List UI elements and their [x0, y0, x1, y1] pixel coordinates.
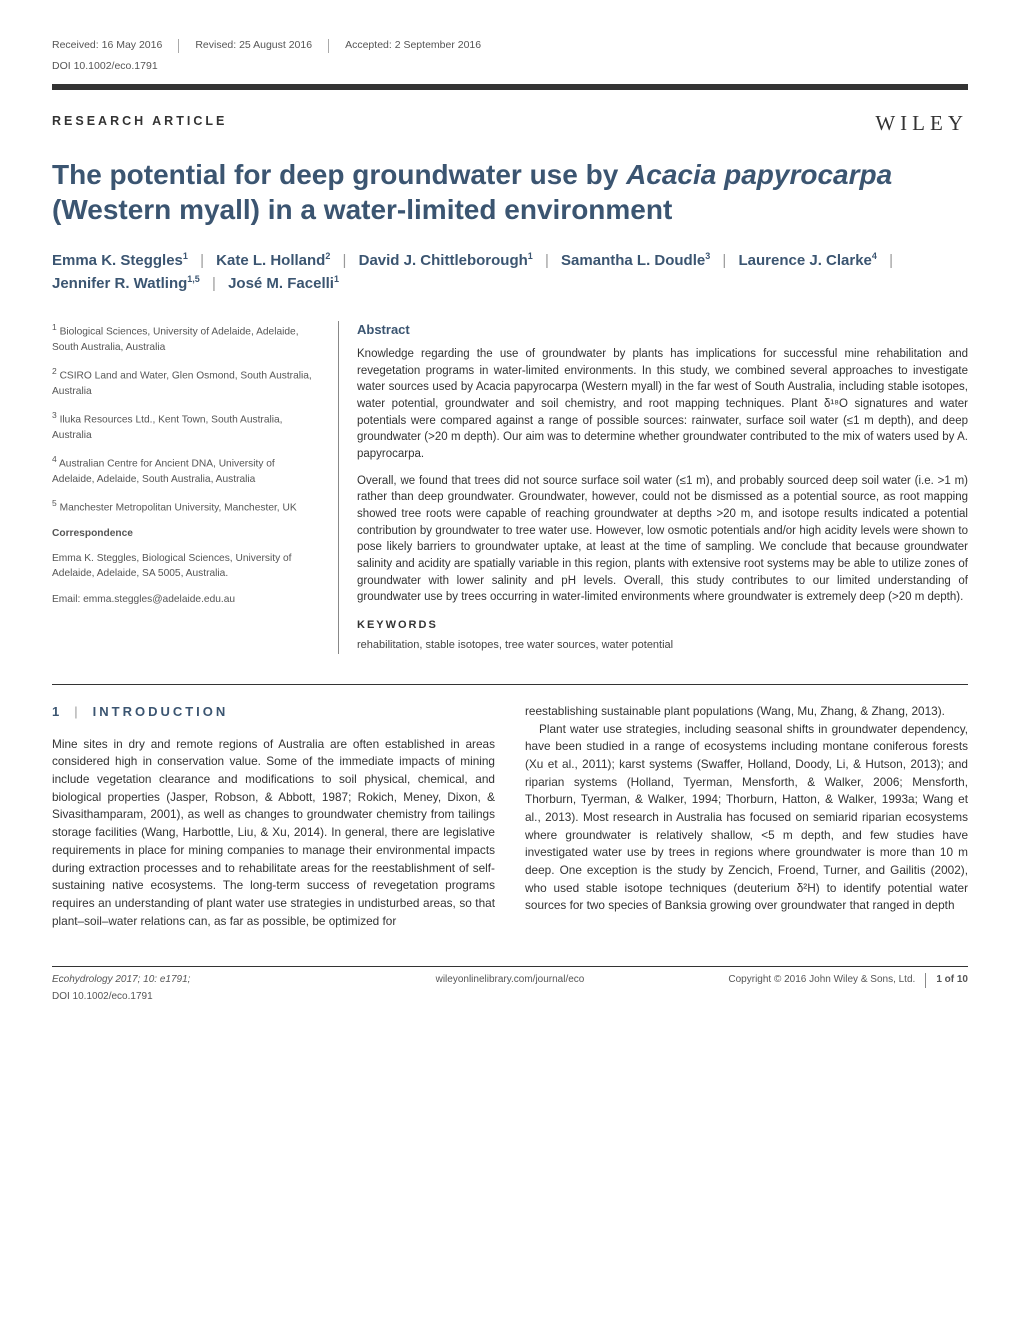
affiliation: 2 CSIRO Land and Water, Glen Osmond, Sou…: [52, 365, 312, 399]
divider: [328, 39, 329, 53]
abstract-heading: Abstract: [357, 321, 968, 340]
page-number: 1 of 10: [925, 973, 968, 988]
divider: |: [200, 252, 204, 269]
divider: |: [343, 252, 347, 269]
correspondence-email: Email: emma.steggles@adelaide.edu.au: [52, 592, 312, 607]
footer-left: Ecohydrology 2017; 10: e1791; DOI 10.100…: [52, 973, 357, 1004]
page-footer: Ecohydrology 2017; 10: e1791; DOI 10.100…: [52, 966, 968, 1004]
keywords: rehabilitation, stable isotopes, tree wa…: [357, 638, 968, 654]
footer-doi: DOI 10.1002/eco.1791: [52, 990, 357, 1005]
author: Samantha L. Doudle3: [561, 252, 710, 269]
intro-left-col: 1 | INTRODUCTION Mine sites in dry and rem…: [52, 703, 495, 930]
author: Laurence J. Clarke4: [739, 252, 877, 269]
revised-date: Revised: 25 August 2016: [195, 38, 312, 53]
author: David J. Chittleborough1: [359, 252, 533, 269]
divider: |: [74, 704, 80, 719]
divider: |: [722, 252, 726, 269]
body-paragraph: Plant water use strategies, including se…: [525, 721, 968, 916]
correspondence-heading: Correspondence: [52, 526, 312, 541]
affiliation: 5 Manchester Metropolitan University, Ma…: [52, 497, 312, 516]
keywords-heading: KEYWORDS: [357, 618, 968, 634]
received-date: Received: 16 May 2016: [52, 38, 162, 53]
section-heading: 1 | INTRODUCTION: [52, 703, 495, 722]
section-title: INTRODUCTION: [93, 704, 229, 719]
author-list: Emma K. Steggles1 | Kate L. Holland2 | D…: [52, 249, 968, 296]
manuscript-dates: Received: 16 May 2016 Revised: 25 August…: [52, 38, 968, 57]
body-paragraph: reestablishing sustainable plant populat…: [525, 703, 968, 721]
section-number: 1: [52, 704, 62, 719]
abstract-paragraph: Knowledge regarding the use of groundwat…: [357, 346, 968, 463]
divider: [178, 39, 179, 53]
title-text: The potential for deep groundwater use b…: [52, 159, 892, 225]
intro-columns: 1 | INTRODUCTION Mine sites in dry and rem…: [52, 703, 968, 930]
divider: |: [889, 252, 893, 269]
abstract: Abstract Knowledge regarding the use of …: [338, 321, 968, 654]
article-type: RESEARCH ARTICLE: [52, 112, 968, 130]
body-paragraph: Mine sites in dry and remote regions of …: [52, 736, 495, 931]
doi: DOI 10.1002/eco.1791: [52, 59, 968, 74]
section-rule: [52, 684, 968, 685]
divider: |: [212, 275, 216, 292]
article-title: The potential for deep groundwater use b…: [52, 157, 968, 227]
affiliations: 1 Biological Sciences, University of Ade…: [52, 321, 312, 654]
footer-center: wileyonlinelibrary.com/journal/eco: [357, 973, 662, 1004]
affiliation: 4 Australian Centre for Ancient DNA, Uni…: [52, 453, 312, 487]
publisher-logo: WILEY: [875, 108, 968, 138]
copyright: Copyright © 2016 John Wiley & Sons, Ltd.: [728, 973, 915, 988]
journal-citation: Ecohydrology 2017; 10: e1791;: [52, 973, 357, 988]
affil-abstract-row: 1 Biological Sciences, University of Ade…: [52, 321, 968, 654]
author: Emma K. Steggles1: [52, 252, 188, 269]
abstract-paragraph: Overall, we found that trees did not sou…: [357, 473, 968, 606]
correspondence-text: Emma K. Steggles, Biological Sciences, U…: [52, 551, 312, 582]
header-rule: WILEY: [52, 84, 968, 90]
affiliation: 1 Biological Sciences, University of Ade…: [52, 321, 312, 355]
abstract-body: Knowledge regarding the use of groundwat…: [357, 346, 968, 606]
author: Kate L. Holland2: [216, 252, 330, 269]
accepted-date: Accepted: 2 September 2016: [345, 38, 481, 53]
affiliation: 3 Iluka Resources Ltd., Kent Town, South…: [52, 409, 312, 443]
intro-right-col: reestablishing sustainable plant populat…: [525, 703, 968, 930]
divider: |: [545, 252, 549, 269]
author: Jennifer R. Watling1,5: [52, 275, 200, 292]
footer-right: Copyright © 2016 John Wiley & Sons, Ltd.…: [663, 973, 968, 1004]
author: José M. Facelli1: [228, 275, 339, 292]
